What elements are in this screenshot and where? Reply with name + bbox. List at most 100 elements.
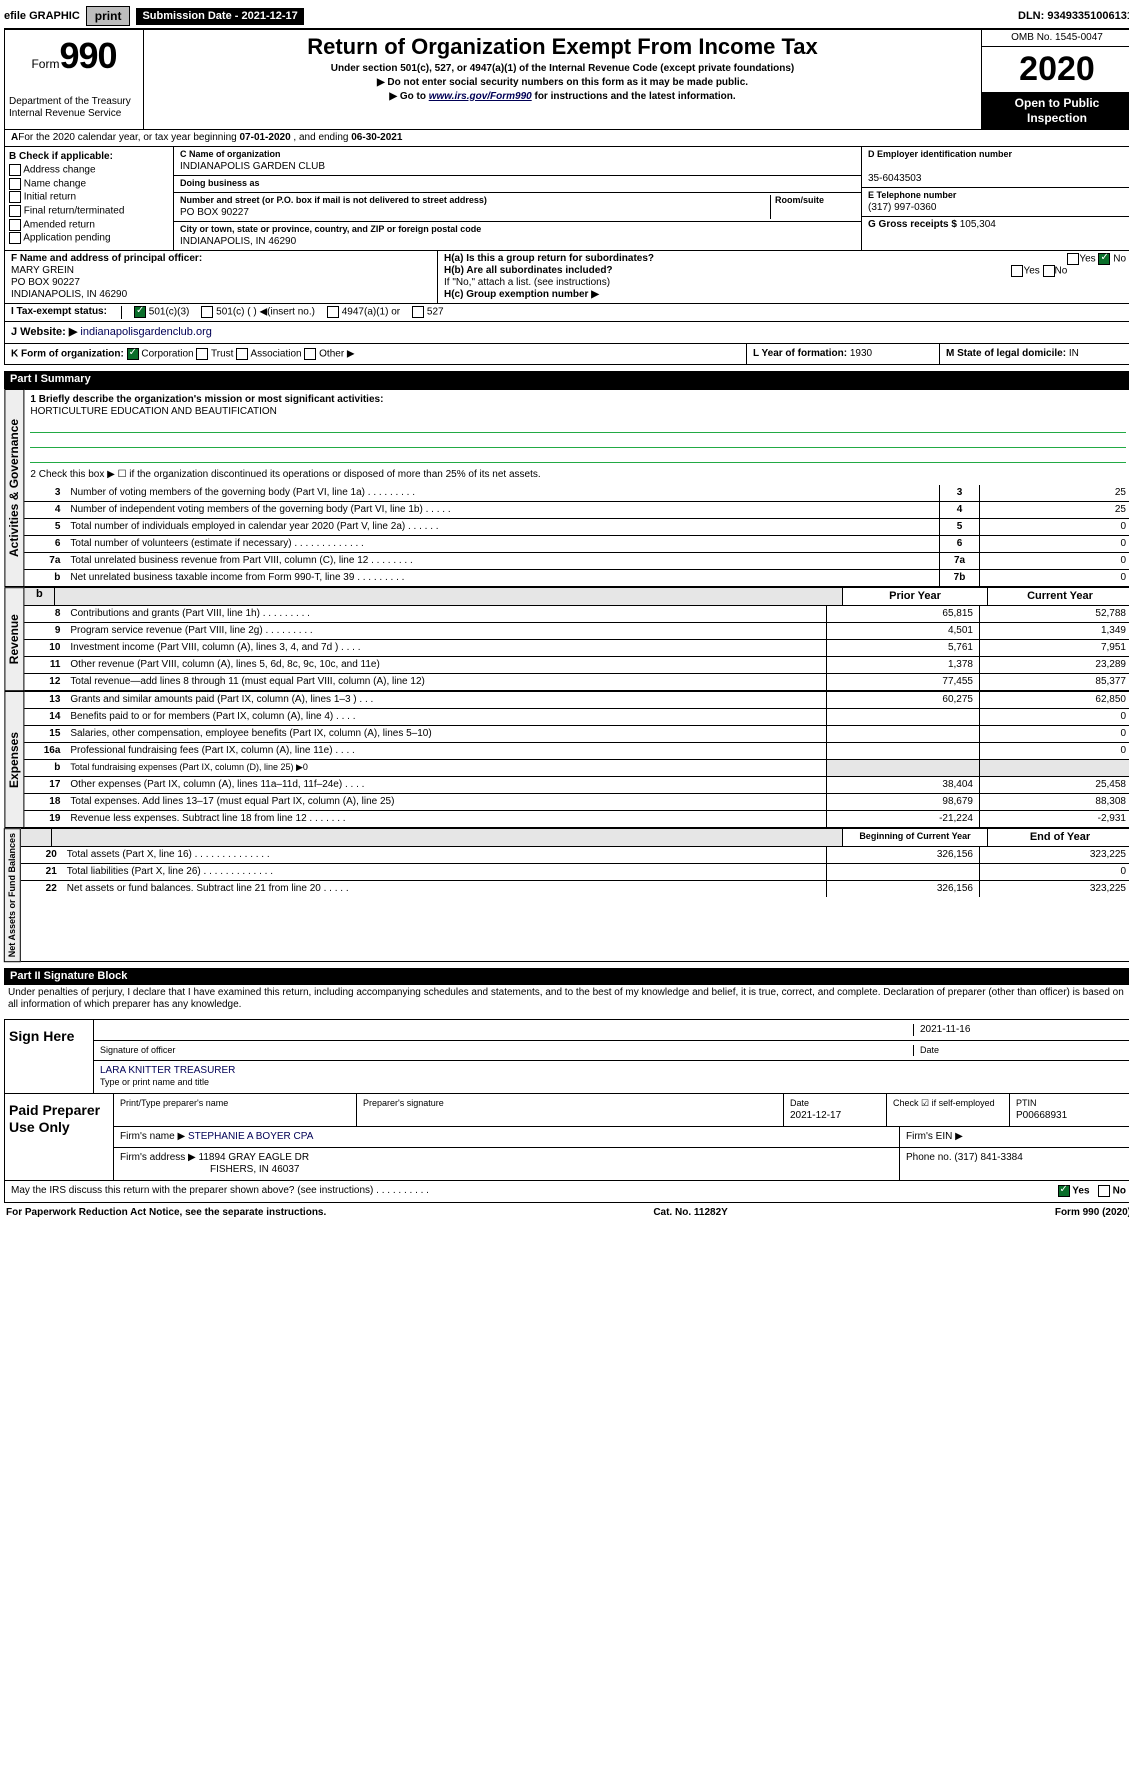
f-label: F Name and address of principal officer: [11,253,202,264]
fphone-l: Phone no. [906,1152,954,1163]
d-label: D Employer identification number [868,149,1012,159]
paid-preparer-block: Paid Preparer Use Only Print/Type prepar… [4,1094,1129,1181]
v5: 0 [979,519,1129,535]
expenses-section: Expenses 13Grants and similar amounts pa… [4,691,1129,828]
pname-l: Print/Type preparer's name [120,1098,228,1108]
l21: Total liabilities (Part X, line 26) . . … [63,864,826,880]
band-activities: Activities & Governance [4,389,24,587]
l8: Contributions and grants (Part VIII, lin… [66,606,826,622]
k-corp: Corporation [141,348,193,359]
l15: Salaries, other compensation, employee b… [66,726,826,742]
ptin-l: PTIN [1016,1098,1037,1108]
omb-number: OMB No. 1545-0047 [982,30,1129,47]
pdate-l: Date [790,1098,809,1108]
p12: 77,455 [826,674,979,690]
band-revenue: Revenue [4,587,24,691]
submission-date: Submission Date - 2021-12-17 [136,8,303,25]
c19: -2,931 [979,811,1129,827]
c14: 0 [979,709,1129,725]
v6: 0 [979,536,1129,552]
sub3b: for instructions and the latest informat… [532,91,736,102]
st-527: 527 [427,307,444,318]
form-title: Return of Organization Exempt From Incom… [152,34,973,60]
p18: 98,679 [826,794,979,810]
paid-label: Paid Preparer Use Only [5,1094,114,1180]
c16: 0 [979,743,1129,759]
status-row: I Tax-exempt status: 501(c)(3) 501(c) ( … [4,304,1129,322]
netassets-section: Net Assets or Fund Balances Beginning of… [4,828,1129,962]
l7a: Total unrelated business revenue from Pa… [66,553,939,569]
l3: Number of voting members of the governin… [66,485,939,501]
firm-name[interactable]: STEPHANIE A BOYER CPA [188,1131,313,1142]
efile-label: efile GRAPHIC [4,10,80,23]
room-label: Room/suite [775,195,824,205]
st-c: 501(c) ( ) ◀(insert no.) [216,307,315,318]
l-label: L Year of formation: [753,348,850,359]
p13: 60,275 [826,692,979,708]
part1-header: Part I Summary [4,371,1129,388]
v7b: 0 [979,570,1129,586]
k-other: Other ▶ [319,348,354,359]
p10: 5,761 [826,640,979,656]
officer-name[interactable]: LARA KNITTER TREASURER [100,1065,235,1076]
j-label: J Website: ▶ [11,326,80,338]
k-assoc: Association [250,348,301,359]
perjury: Under penalties of perjury, I declare th… [4,985,1129,1013]
print-button[interactable]: print [86,6,131,26]
revenue-section: Revenue bPrior YearCurrent Year 8Contrib… [4,587,1129,691]
l22: Net assets or fund balances. Subtract li… [63,881,826,897]
c10: 7,951 [979,640,1129,656]
g-label: G Gross receipts $ [868,219,960,230]
period-a: For the 2020 calendar year, or tax year … [18,132,239,143]
p19: -21,224 [826,811,979,827]
l-year: 1930 [850,348,872,359]
k-trust: Trust [211,348,233,359]
dba-label: Doing business as [180,178,260,188]
l2: 2 Check this box ▶ ☐ if the organization… [30,469,1126,481]
check-b-title: B Check if applicable: [9,151,113,162]
irs-link[interactable]: www.irs.gov/Form990 [429,91,532,102]
sigof-label: Signature of officer [100,1045,913,1056]
l20: Total assets (Part X, line 16) . . . . .… [63,847,826,863]
l16b: Total fundraising expenses (Part IX, col… [66,760,826,776]
l17: Other expenses (Part IX, column (A), lin… [66,777,826,793]
part2-header: Part II Signature Block [4,968,1129,985]
p11: 1,378 [826,657,979,673]
period-row: AFor the 2020 calendar year, or tax year… [4,130,1129,147]
activities-governance-section: Activities & Governance 1 Briefly descri… [4,389,1129,587]
v7a: 0 [979,553,1129,569]
l1: 1 Briefly describe the organization's mi… [30,394,383,405]
v3: 25 [979,485,1129,501]
band-netassets: Net Assets or Fund Balances [4,828,21,962]
h-b: H(b) Are all subordinates included? [444,265,613,276]
psig-l: Preparer's signature [363,1098,444,1108]
ptin: P00668931 [1016,1110,1067,1121]
org-name: INDIANAPOLIS GARDEN CLUB [180,161,325,172]
paperwork: For Paperwork Reduction Act Notice, see … [6,1207,326,1219]
v4: 25 [979,502,1129,518]
c20: 323,225 [979,847,1129,863]
p22: 326,156 [826,881,979,897]
catno: Cat. No. 11282Y [653,1207,727,1219]
ck-app: Application pending [23,233,110,244]
form-header: Form990 Department of the Treasury Inter… [4,29,1129,130]
tax-year: 2020 [982,47,1129,92]
period-begin: 07-01-2020 [239,132,290,143]
begin-hdr: Beginning of Current Year [843,829,988,846]
l9: Program service revenue (Part VIII, line… [66,623,826,639]
org-city: INDIANAPOLIS, IN 46290 [180,236,296,247]
c21: 0 [979,864,1129,880]
website-link[interactable]: indianapolisgardenclub.org [80,326,211,338]
yes: Yes [1072,1186,1089,1197]
l14: Benefits paid to or for members (Part IX… [66,709,826,725]
irs-label: Internal Revenue Service [9,108,139,120]
faddr2: FISHERS, IN 46037 [120,1164,299,1175]
discuss-row: May the IRS discuss this return with the… [4,1181,1129,1203]
city-label: City or town, state or province, country… [180,224,481,234]
h-ifno: If "No," attach a list. (see instruction… [444,277,1126,289]
sign-here-label: Sign Here [5,1020,94,1093]
pdate: 2021-12-17 [790,1110,841,1121]
row-f: F Name and address of principal officer:… [4,251,1129,304]
p17: 38,404 [826,777,979,793]
end-hdr: End of Year [988,829,1129,846]
